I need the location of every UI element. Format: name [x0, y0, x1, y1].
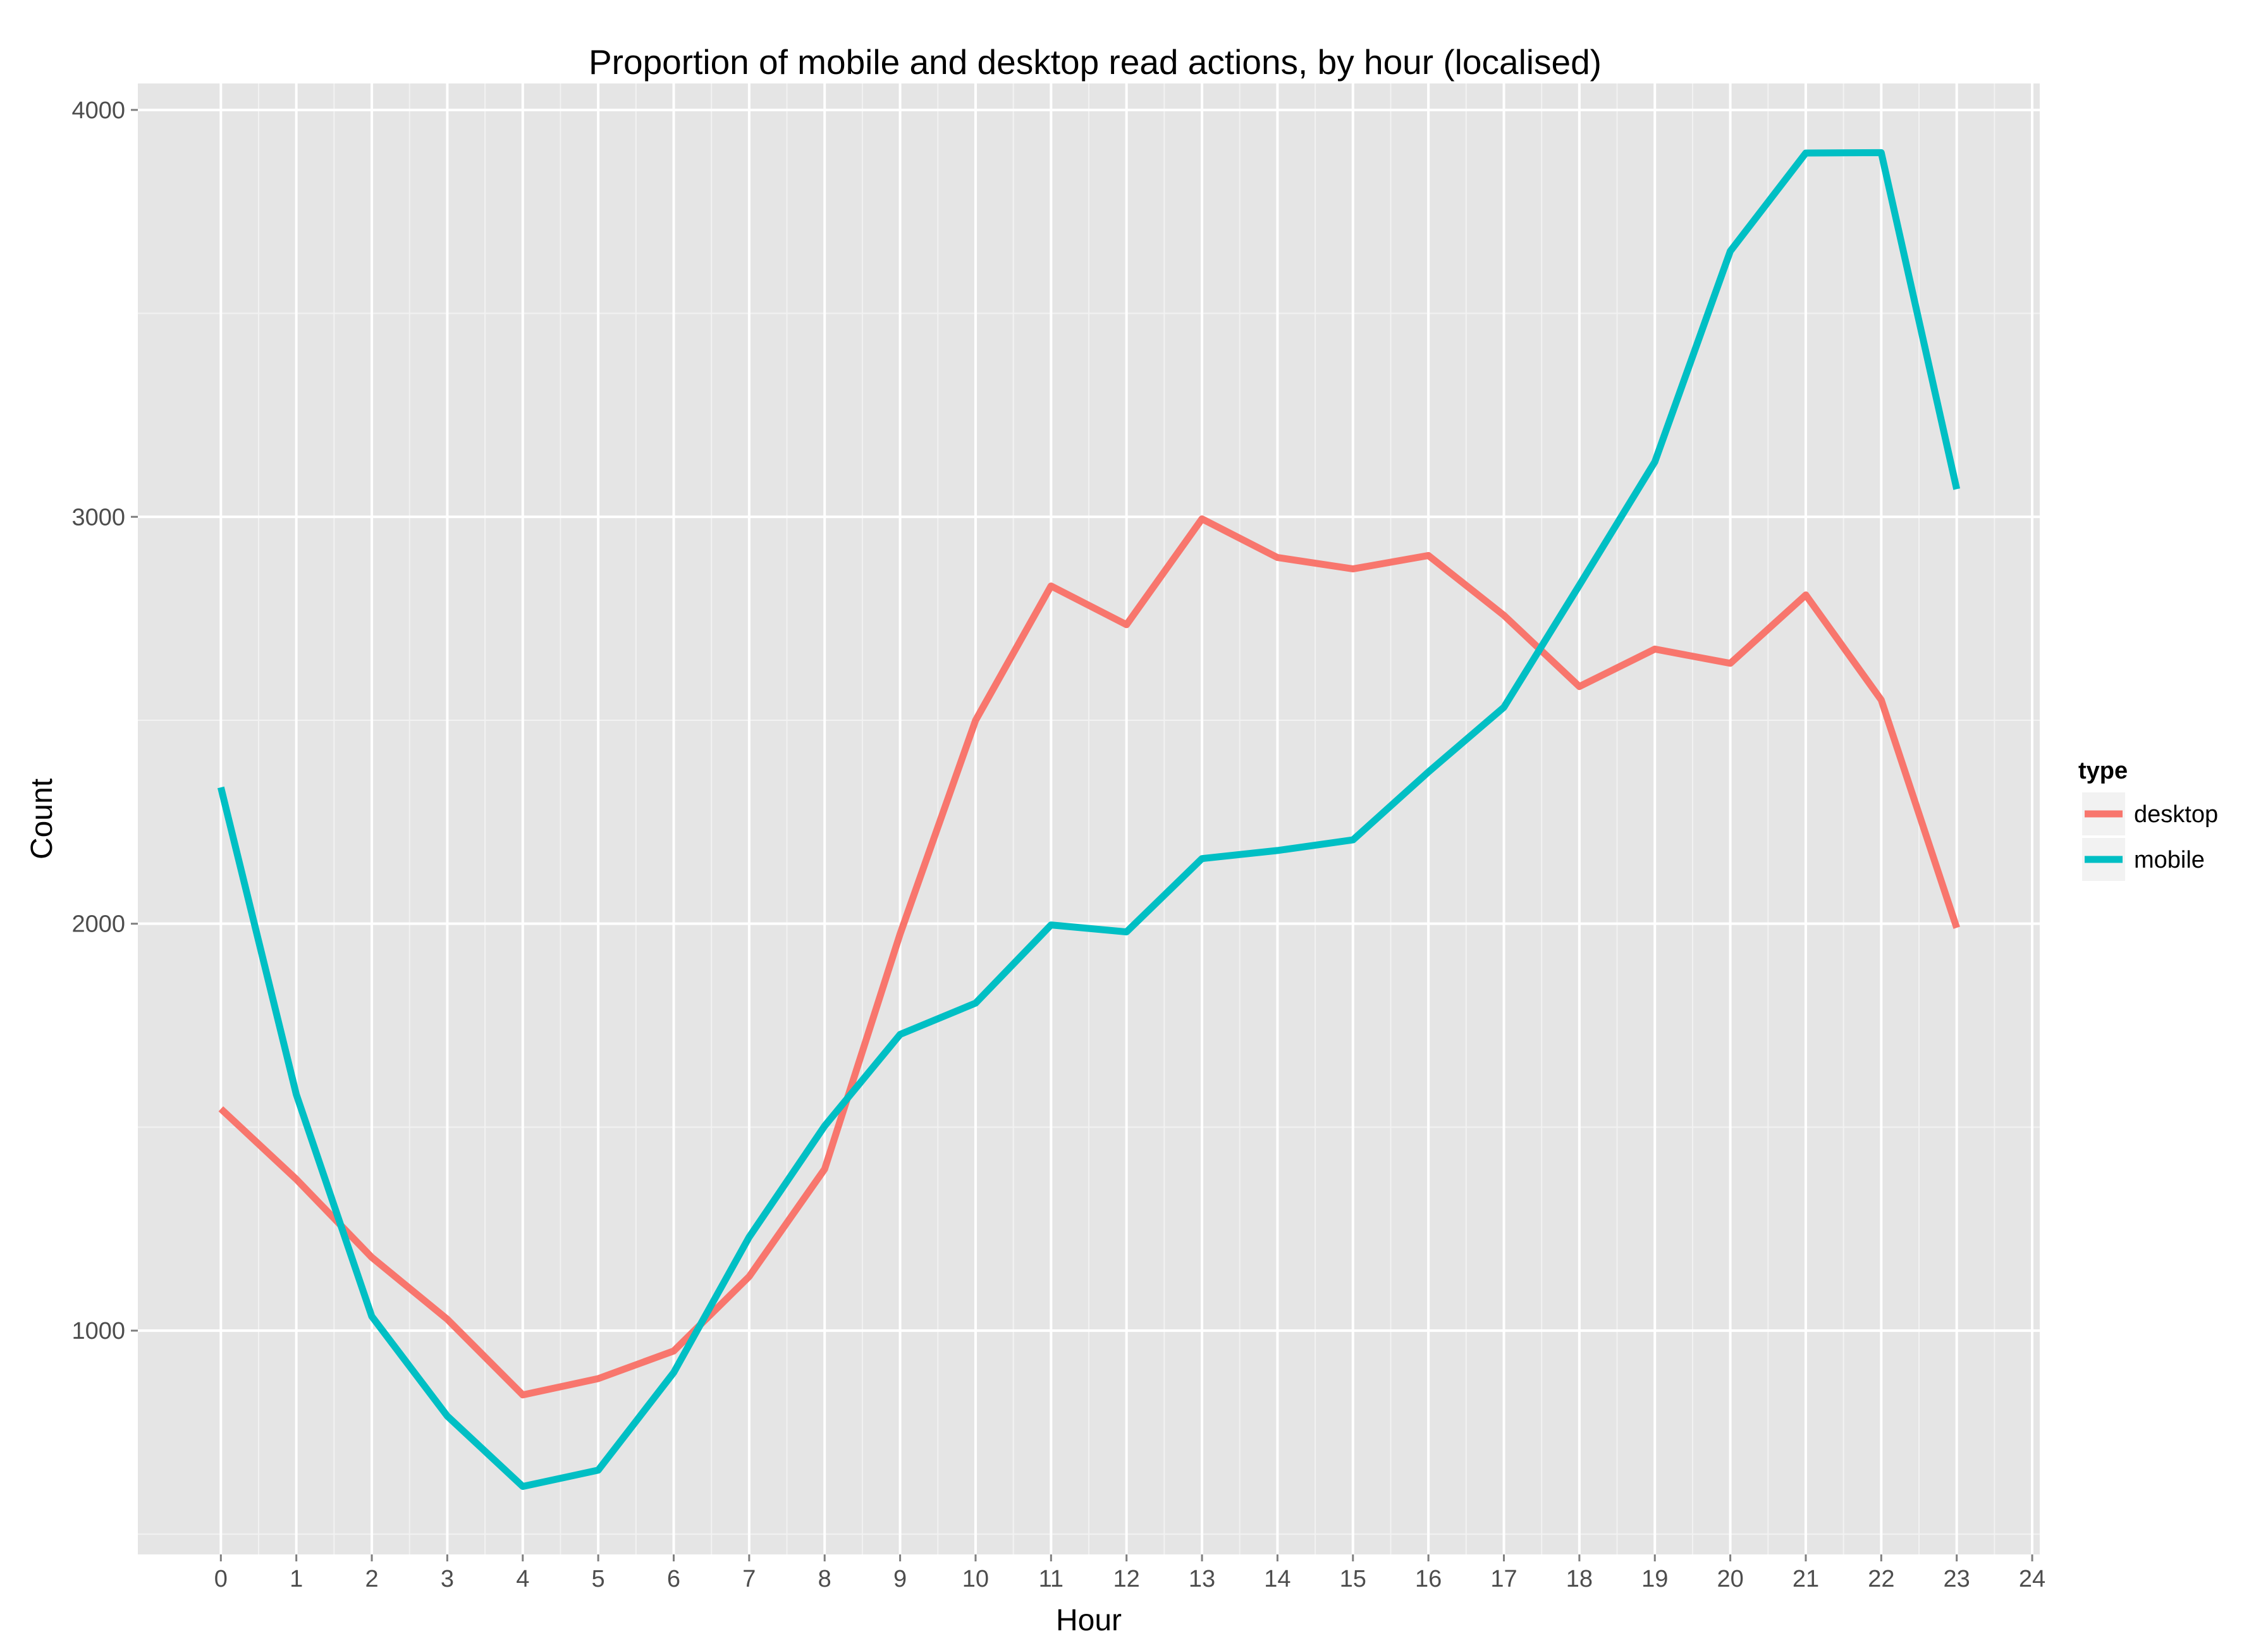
- x-tick-label: 21: [1793, 1566, 1819, 1592]
- x-tick-label: 3: [441, 1566, 454, 1592]
- x-tick-label: 13: [1189, 1566, 1215, 1592]
- legend: type desktop mobile: [2078, 758, 2218, 882]
- x-axis: 0 1 2 3 4 5 6 7 8 9 10 11 12 13 14 15 16 17 18 19 20 21 22 23 24: [214, 1554, 2045, 1592]
- y-tick-label: 4000: [71, 97, 125, 124]
- x-tick-label: 18: [1566, 1566, 1593, 1592]
- x-tick-label: 23: [1944, 1566, 1970, 1592]
- x-tick-label: 24: [2019, 1566, 2045, 1592]
- x-tick-label: 9: [893, 1566, 907, 1592]
- y-axis: 1000 2000 3000 4000: [71, 97, 138, 1344]
- x-tick-label: 12: [1113, 1566, 1140, 1592]
- x-tick-label: 5: [592, 1566, 605, 1592]
- legend-title: type: [2078, 758, 2128, 784]
- x-axis-title: Hour: [1056, 1604, 1122, 1636]
- chart-title: Proportion of mobile and desktop read ac…: [589, 42, 1602, 82]
- x-tick-label: 7: [742, 1566, 756, 1592]
- series-line-desktop: [218, 515, 1960, 1399]
- x-tick-label: 10: [962, 1566, 989, 1592]
- x-tick-label: 11: [1039, 1566, 1064, 1592]
- y-axis-title: Count: [25, 778, 59, 859]
- legend-label-mobile: mobile: [2134, 847, 2205, 873]
- x-tick-label: 16: [1415, 1566, 1442, 1592]
- x-tick-label: 17: [1490, 1566, 1517, 1592]
- legend-label-desktop: desktop: [2134, 801, 2218, 828]
- x-tick-label: 22: [1868, 1566, 1894, 1592]
- x-tick-label: 6: [667, 1566, 680, 1592]
- legend-items: desktop mobile: [2081, 791, 2218, 882]
- x-tick-label: 8: [818, 1566, 831, 1592]
- y-tick-label: 2000: [71, 911, 125, 938]
- x-tick-label: 20: [1717, 1566, 1743, 1592]
- series-lines: [217, 149, 1961, 1490]
- x-tick-label: 2: [365, 1566, 378, 1592]
- x-tick-label: 0: [214, 1566, 228, 1592]
- series-line-mobile: [217, 149, 1961, 1490]
- x-tick-label: 1: [290, 1566, 303, 1592]
- plot-panel: [138, 83, 2040, 1554]
- x-tick-label: 14: [1264, 1566, 1290, 1592]
- y-tick-label: 1000: [71, 1318, 125, 1344]
- x-tick-label: 15: [1340, 1566, 1366, 1592]
- x-tick-label: 19: [1641, 1566, 1668, 1592]
- y-tick-label: 3000: [71, 504, 125, 531]
- x-tick-label: 4: [516, 1566, 529, 1592]
